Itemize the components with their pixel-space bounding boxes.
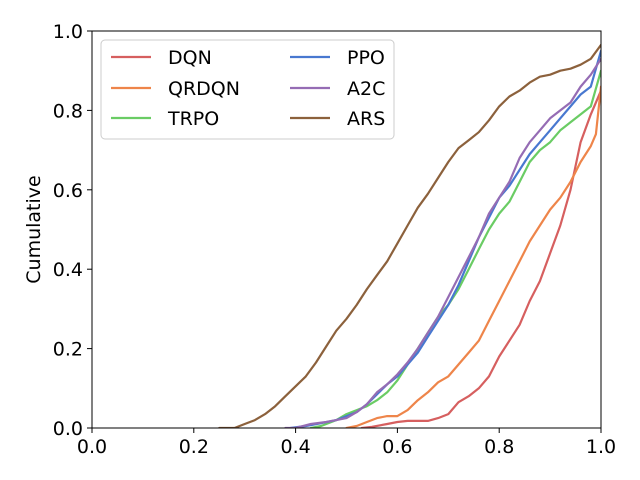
legend-label-ars: ARS: [347, 108, 385, 130]
legend-label-dqn: DQN: [168, 47, 212, 69]
x-tick-label: 0.6: [382, 436, 412, 458]
x-tick-label: 1.0: [586, 436, 616, 458]
y-tick-label: 0.8: [53, 100, 83, 122]
y-tick-label: 0.6: [53, 180, 83, 202]
series-layer: [218, 43, 601, 428]
y-axis-label: Cumulative: [23, 175, 45, 283]
series-line-qrdqn: [345, 85, 601, 428]
y-tick-label: 0.4: [53, 259, 83, 281]
legend-label-ppo: PPO: [347, 47, 385, 69]
axis-ticks: 0.0 0.2 0.4 0.6 0.8 1.0 0.0 0.2 0.4 0.6 0.8 1.0: [53, 21, 616, 458]
x-tick-label: 0.2: [179, 436, 209, 458]
legend-frame: [100, 39, 395, 140]
y-tick-label: 0.0: [53, 418, 83, 440]
plot-area-frame: [91, 30, 602, 429]
y-tick-label: 0.2: [53, 339, 83, 361]
legend-label-qrdqn: QRDQN: [168, 78, 240, 100]
legend: DQN QRDQN TRPO PPO A2C ARS: [100, 39, 395, 140]
legend-label-a2c: A2C: [347, 78, 385, 100]
series-line-a2c: [284, 57, 601, 428]
series-line-dqn: [360, 89, 601, 428]
series-line-ars: [218, 43, 601, 428]
x-tick-label: 0.0: [77, 436, 107, 458]
x-tick-label: 0.8: [484, 436, 514, 458]
x-tick-label: 0.4: [280, 436, 310, 458]
legend-label-trpo: TRPO: [167, 108, 219, 130]
y-tick-label: 1.0: [53, 21, 83, 43]
